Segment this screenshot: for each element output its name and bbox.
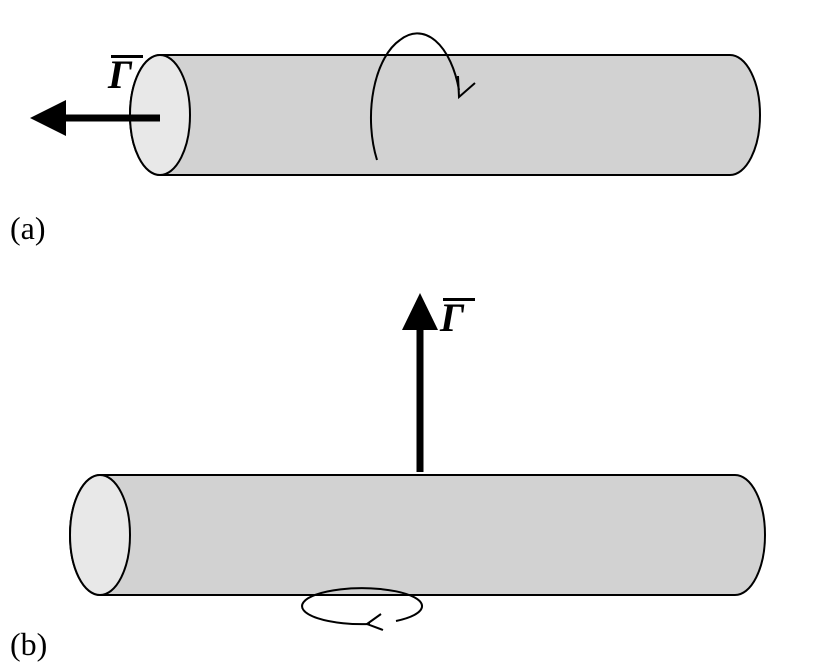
torque-label-a: Γ	[108, 55, 143, 90]
figure-canvas: { "canvas": { "width": 840, "height": 66…	[0, 0, 840, 668]
torque-symbol-a: Γ	[108, 52, 132, 97]
cylinder-a	[130, 55, 760, 175]
torque-symbol-b: Γ	[440, 295, 464, 340]
cylinder-b	[70, 475, 765, 595]
figure-svg	[0, 0, 840, 668]
panel-label-a: (a)	[10, 210, 46, 247]
panel-label-b: (b)	[10, 626, 47, 663]
torque-label-b: Γ	[440, 298, 475, 333]
torque-vector-b	[402, 293, 438, 472]
